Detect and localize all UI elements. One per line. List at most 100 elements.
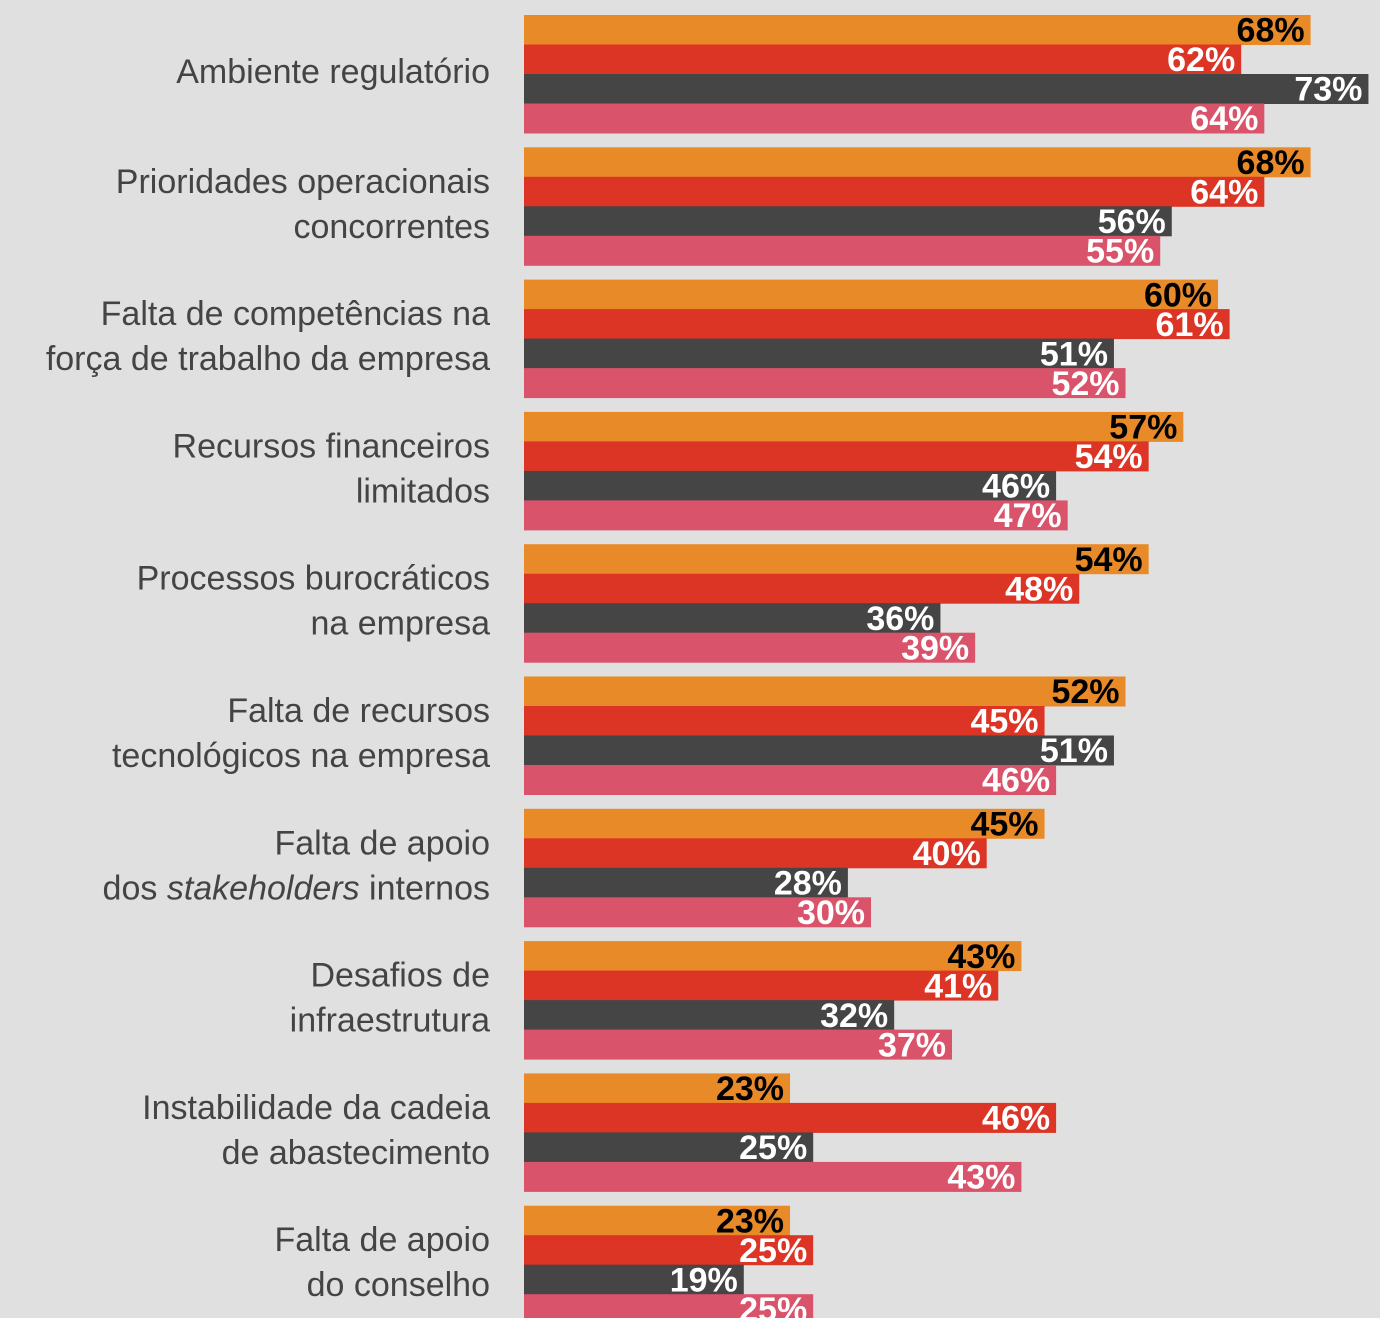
category-label-part: do conselho bbox=[307, 1266, 490, 1304]
category-label-part: Recursos financeiros bbox=[173, 427, 490, 465]
value-label: 25% bbox=[739, 1232, 807, 1270]
value-label: 25% bbox=[739, 1129, 807, 1167]
bar bbox=[524, 1073, 791, 1104]
value-label: 68% bbox=[1237, 144, 1305, 182]
value-label: 39% bbox=[901, 629, 969, 667]
category-label: na empresa bbox=[310, 605, 490, 643]
value-label: 62% bbox=[1167, 41, 1235, 79]
value-label: 46% bbox=[982, 468, 1050, 506]
category-label: Desafios de bbox=[310, 957, 490, 995]
category-label-part: tecnológicos na empresa bbox=[112, 737, 490, 775]
category-label: concorrentes bbox=[293, 208, 490, 246]
value-label: 23% bbox=[716, 1202, 784, 1240]
category-label: Recursos financeiros bbox=[173, 427, 490, 465]
value-label: 41% bbox=[924, 967, 992, 1005]
value-label: 51% bbox=[1040, 732, 1108, 770]
bar bbox=[524, 235, 1161, 266]
category-label-part: Falta de competências na bbox=[101, 295, 490, 333]
value-label: 55% bbox=[1086, 233, 1154, 271]
bar bbox=[524, 500, 1068, 531]
bar bbox=[524, 765, 1057, 795]
bar bbox=[524, 573, 1080, 604]
category-label: força de trabalho da empresa bbox=[46, 340, 490, 378]
bar bbox=[524, 15, 1311, 45]
category-label-part: força de trabalho da empresa bbox=[46, 340, 490, 378]
bar bbox=[524, 706, 1045, 736]
bar bbox=[524, 544, 1149, 575]
value-label: 46% bbox=[982, 1100, 1050, 1138]
value-label: 45% bbox=[970, 806, 1038, 844]
category-label-part: Instabilidade da cadeia bbox=[142, 1089, 490, 1127]
value-label: 28% bbox=[774, 865, 842, 903]
category-label: Prioridades operacionais bbox=[116, 163, 490, 201]
bar bbox=[524, 411, 1184, 442]
category-label-part: stakeholders bbox=[167, 869, 360, 907]
category-label: do conselho bbox=[307, 1266, 490, 1304]
value-label: 61% bbox=[1156, 306, 1224, 344]
category-label-part: Ambiente regulatório bbox=[176, 53, 490, 91]
category-label: de abastecimento bbox=[222, 1134, 490, 1172]
bar bbox=[524, 44, 1242, 75]
value-label: 36% bbox=[866, 600, 934, 638]
category-label-part: de abastecimento bbox=[222, 1134, 490, 1172]
bar bbox=[524, 176, 1265, 207]
bar bbox=[524, 603, 941, 634]
category-label-part: Falta de apoio bbox=[275, 1221, 491, 1259]
bar bbox=[524, 970, 999, 1001]
bar bbox=[524, 368, 1126, 399]
value-label: 46% bbox=[982, 762, 1050, 800]
value-label: 64% bbox=[1190, 174, 1258, 212]
bar bbox=[524, 1161, 1022, 1192]
bar bbox=[524, 867, 848, 898]
value-label: 25% bbox=[739, 1291, 807, 1318]
bar bbox=[524, 632, 976, 663]
bar bbox=[524, 808, 1045, 839]
bar bbox=[524, 1029, 952, 1060]
bar bbox=[524, 74, 1369, 104]
value-label: 56% bbox=[1098, 203, 1166, 241]
value-label: 23% bbox=[716, 1070, 784, 1108]
value-label: 51% bbox=[1040, 335, 1108, 373]
value-label: 43% bbox=[947, 1159, 1015, 1197]
category-label: Falta de recursos bbox=[227, 692, 490, 730]
category-label: tecnológicos na empresa bbox=[112, 737, 490, 775]
category-label: Falta de competências na bbox=[101, 295, 490, 333]
bar bbox=[524, 1205, 791, 1236]
category-label-part: Processos burocráticos bbox=[137, 560, 490, 598]
category-label: Falta de apoio bbox=[275, 1221, 491, 1259]
bar bbox=[524, 1264, 744, 1295]
bar bbox=[524, 103, 1265, 134]
value-label: 45% bbox=[970, 703, 1038, 741]
value-label: 73% bbox=[1294, 71, 1362, 109]
value-label: 60% bbox=[1144, 276, 1212, 314]
bar bbox=[524, 1235, 814, 1266]
value-label: 68% bbox=[1237, 12, 1305, 50]
value-label: 54% bbox=[1075, 541, 1143, 579]
category-label: dos stakeholders internos bbox=[103, 869, 490, 907]
bar bbox=[524, 735, 1114, 766]
bar bbox=[524, 441, 1149, 472]
value-label: 52% bbox=[1051, 365, 1119, 403]
category-label-part: Prioridades operacionais bbox=[116, 163, 490, 201]
category-label: Ambiente regulatório bbox=[176, 53, 490, 91]
category-label-part: Falta de apoio bbox=[275, 824, 491, 862]
value-label: 19% bbox=[670, 1261, 738, 1299]
bar bbox=[524, 897, 872, 928]
value-label: 52% bbox=[1051, 673, 1119, 711]
category-label: Instabilidade da cadeia bbox=[142, 1089, 490, 1127]
category-label-part: limitados bbox=[356, 472, 490, 510]
bar bbox=[524, 338, 1114, 369]
category-label: limitados bbox=[356, 472, 490, 510]
value-label: 43% bbox=[947, 938, 1015, 976]
category-label-part: concorrentes bbox=[293, 208, 490, 246]
bar bbox=[524, 309, 1230, 340]
bar bbox=[524, 838, 987, 869]
bar bbox=[524, 1102, 1057, 1133]
bar bbox=[524, 1132, 814, 1163]
bar bbox=[524, 279, 1219, 310]
bar bbox=[524, 676, 1126, 707]
value-label: 47% bbox=[994, 497, 1062, 535]
category-label-part: Desafios de bbox=[310, 957, 490, 995]
